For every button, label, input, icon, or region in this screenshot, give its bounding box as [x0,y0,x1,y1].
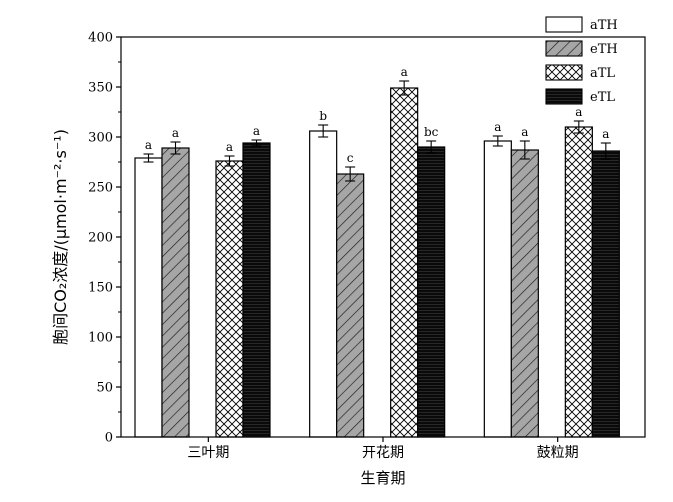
significance-label: bc [424,125,439,139]
significance-label: c [347,151,354,165]
bar-aTL [564,126,593,438]
error-bar [224,155,235,167]
significance-label: a [602,127,609,141]
significance-label: b [319,109,327,123]
x-category-label: 鼓粒期 [537,445,579,461]
bar-aTH [134,157,163,438]
significance-label: a [172,126,179,140]
significance-label: a [145,138,152,152]
y-tick-label: 250 [88,181,113,196]
y-tick-label: 300 [88,131,113,146]
legend-label: aTH [590,18,618,33]
bar-eTH [161,147,190,438]
y-tick-label: 0 [105,431,113,446]
x-category-label: 三叶期 [187,445,229,461]
error-bar [143,153,154,163]
y-tick-label: 400 [88,31,113,46]
y-tick-label: 200 [88,231,113,246]
legend-swatch [545,88,583,105]
bar-eTH [336,173,365,438]
y-axis-ticks: 0 50 100 150 200 250 300 350 400 [88,31,121,446]
legend-swatch [545,16,583,33]
bar-aTH [483,140,512,438]
y-tick-label: 350 [88,81,113,96]
y-tick-label: 150 [88,281,113,296]
bar-aTL [215,160,244,438]
significance-label: a [401,65,408,79]
legend-swatch [545,64,583,81]
error-bar [345,166,356,182]
y-tick-label: 50 [96,381,113,396]
error-bar [251,139,262,147]
x-axis-categories: 三叶期 开花期 鼓粒期 [187,437,579,461]
y-tick-label: 100 [88,331,113,346]
legend-item-eTH: eTH [545,40,618,57]
x-axis-title: 生育期 [360,469,405,487]
bar-eTL [417,146,446,438]
error-bar [600,142,611,160]
legend-label: eTL [590,90,615,105]
significance-label: a [575,105,582,119]
error-bar [399,80,410,96]
significance-label: a [521,125,528,139]
significance-label: a [253,124,260,138]
bar-eTL [591,150,620,438]
legend-item-aTH: aTH [545,16,618,33]
bar-eTH [510,149,539,438]
y-axis-title: 胞间CO₂浓度/(μmol·m⁻²·s⁻¹) [51,129,70,345]
x-category-label: 开花期 [362,445,404,461]
error-bar [170,141,181,155]
error-bar [492,135,503,147]
error-bar [318,124,329,138]
legend-label: aTL [590,66,615,81]
error-bar [573,120,584,134]
legend-swatch [545,40,583,57]
bar-eTL [242,142,271,438]
significance-label: a [494,120,501,134]
significance-label: a [226,140,233,154]
legend-item-aTL: aTL [545,64,615,81]
legend-item-eTL: eTL [545,88,615,105]
bar-aTL [390,87,419,438]
legend: aTH eTH aTL eTL [545,16,618,105]
error-bar [519,140,530,160]
legend-label: eTH [590,42,618,57]
bar-aTH [309,130,338,438]
error-bar [426,140,437,154]
